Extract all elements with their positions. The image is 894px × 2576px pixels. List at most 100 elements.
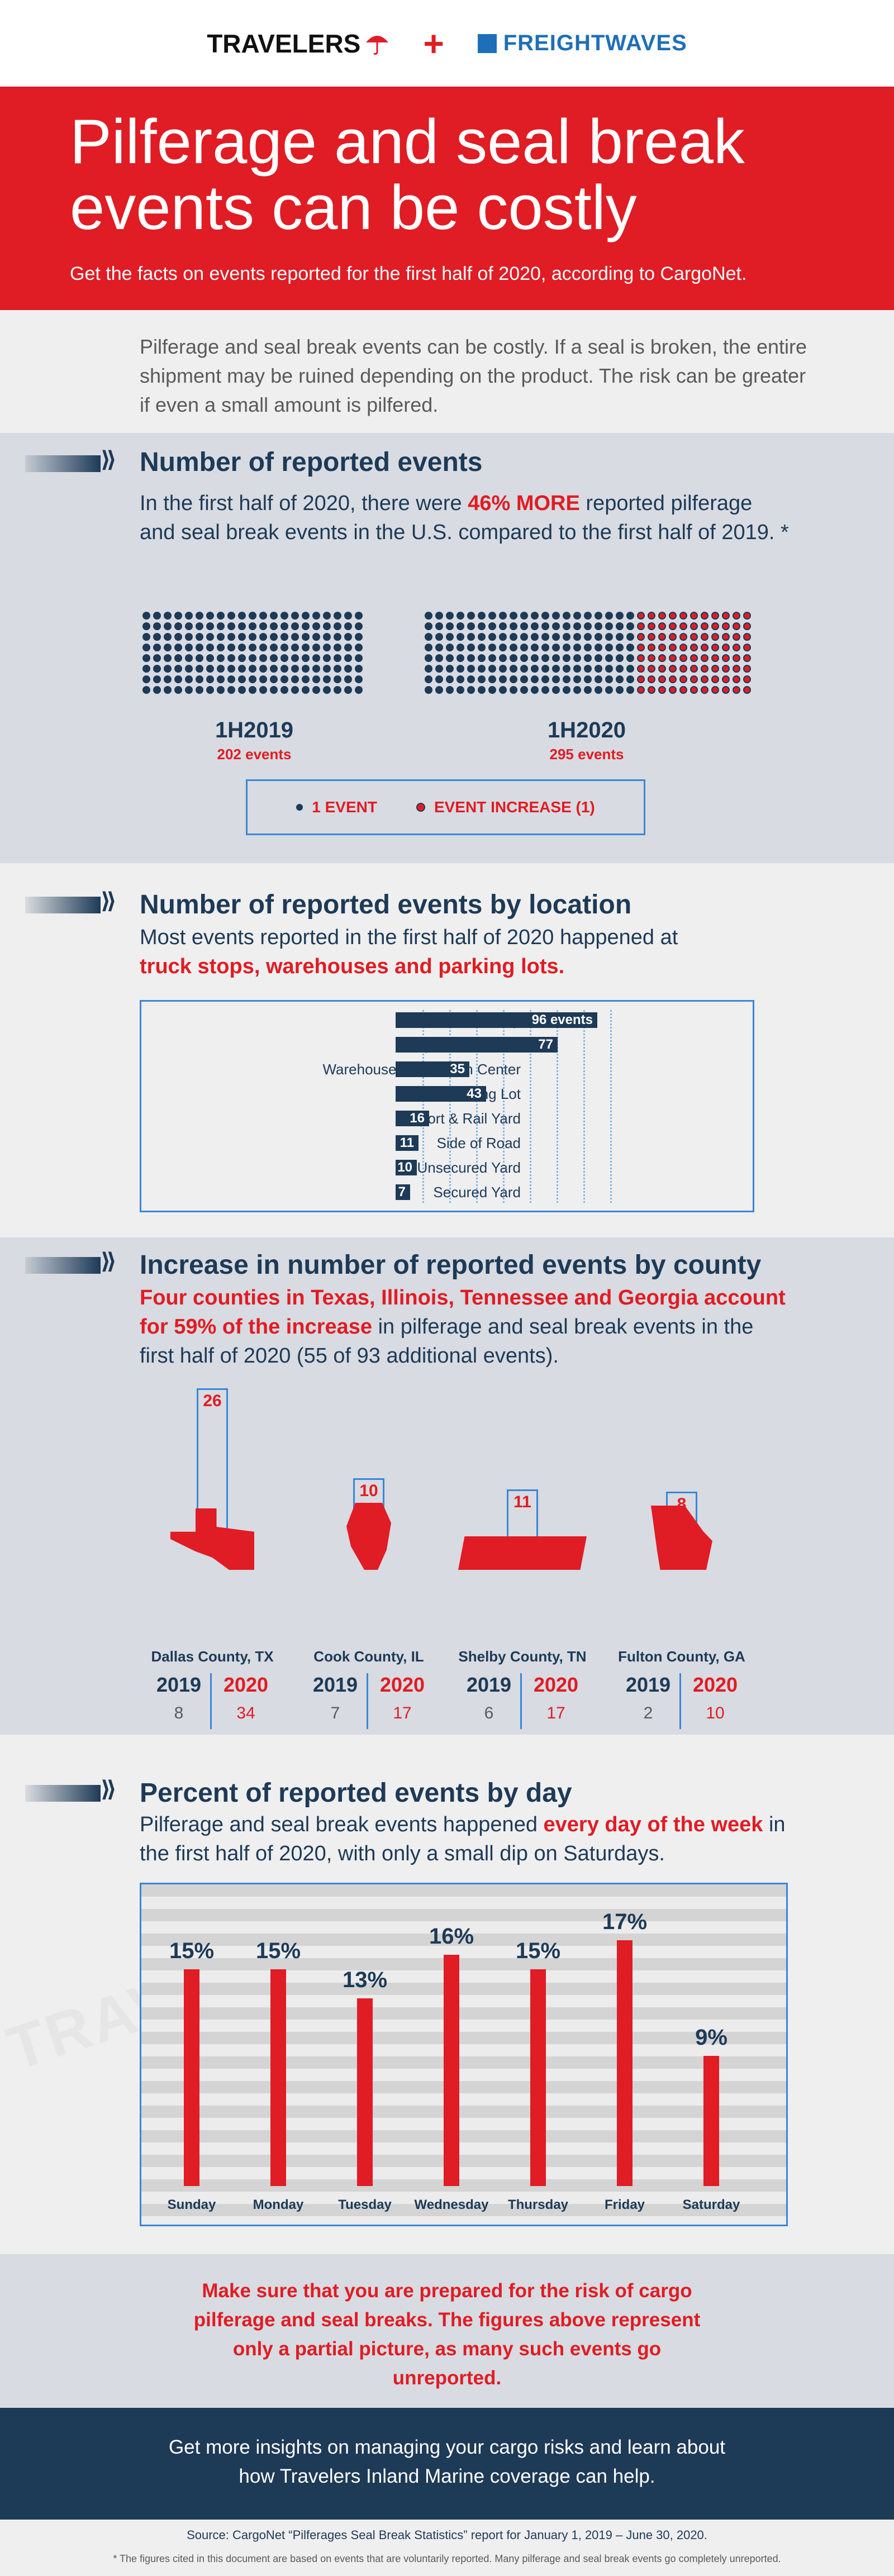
event-dot	[584, 654, 592, 662]
chevron-right-icon: ⟫	[101, 447, 117, 472]
increase-event-dot	[637, 622, 645, 630]
year-label-2020: 2020	[692, 1673, 738, 1696]
event-dot	[164, 622, 172, 630]
event-dot	[259, 665, 267, 673]
day-label: Tuesday	[338, 2197, 392, 2212]
increase-event-dot	[690, 644, 698, 651]
plus-sign: +	[423, 23, 444, 64]
increase-event-dot	[701, 622, 708, 630]
hero-subtitle: Get the facts on events reported for the…	[70, 263, 747, 284]
event-dot	[249, 686, 256, 694]
increase-event-dot	[669, 633, 677, 641]
event-dot	[153, 622, 161, 630]
event-dot	[478, 633, 486, 641]
year-label-2019: 2019	[156, 1673, 202, 1696]
event-dot	[446, 665, 454, 673]
event-dot	[259, 633, 267, 641]
day-label: Thursday	[507, 2197, 569, 2212]
section-text: Pilferage and seal break events happened…	[140, 1810, 793, 1868]
location-bar-chart: Truck stop96 eventsUnspecified/Other*77W…	[140, 1000, 754, 1212]
increase-event-dot	[658, 633, 666, 641]
event-dot	[312, 612, 320, 620]
event-dot	[499, 654, 507, 662]
event-dot	[185, 675, 193, 683]
event-dot	[446, 686, 454, 694]
event-dot	[520, 686, 528, 694]
event-dot	[344, 612, 352, 620]
event-dot	[153, 654, 161, 662]
chevron-right-icon: ⟫	[101, 1249, 117, 1274]
event-dot	[217, 633, 225, 641]
event-dot	[249, 622, 256, 630]
event-dot	[563, 686, 570, 694]
event-dot	[227, 633, 235, 641]
event-dot	[488, 675, 496, 683]
event-dot	[238, 654, 246, 662]
count-2020: 10	[706, 1704, 725, 1722]
event-dot	[280, 633, 288, 641]
event-dot	[563, 633, 570, 641]
event-dot	[323, 665, 331, 673]
event-dot	[616, 633, 624, 641]
event-dot	[227, 612, 235, 620]
event-dot	[467, 675, 475, 683]
event-dot	[595, 686, 602, 694]
dot-grid-2019	[142, 612, 363, 694]
travelers-logo: TRAVELERS	[207, 28, 389, 59]
event-dot	[238, 644, 246, 651]
event-dot	[563, 612, 570, 620]
year-label-2019: 2019	[466, 1673, 512, 1696]
increase-event-dot	[669, 644, 677, 651]
event-dot	[584, 622, 592, 630]
event-dot	[238, 622, 246, 630]
event-dot	[499, 622, 507, 630]
day-value-label: 17%	[602, 1910, 648, 1934]
increase-event-dot	[701, 675, 708, 683]
grid-line	[583, 1010, 585, 1203]
event-dot	[334, 665, 341, 673]
increase-event-dot	[658, 686, 666, 694]
event-dot	[227, 644, 235, 651]
increase-event-dot	[722, 654, 730, 662]
event-dot	[259, 675, 267, 683]
event-dot	[520, 644, 528, 651]
event-dot	[626, 686, 634, 694]
event-dot	[499, 633, 507, 641]
event-dot	[488, 665, 496, 673]
event-dot	[605, 622, 613, 630]
event-dot	[142, 665, 150, 673]
event-dot	[488, 686, 496, 694]
event-dot	[227, 654, 235, 662]
day-bar-chart: 15% Sunday 15% Monday 13% Tuesday 16% Wednesday…	[140, 1883, 788, 2226]
event-dot	[595, 675, 602, 683]
event-dot	[270, 612, 278, 620]
event-dot	[435, 612, 443, 620]
event-dot	[456, 612, 464, 620]
event-dot	[217, 644, 225, 651]
footer-banner: Get more insights on managing your cargo…	[0, 2408, 894, 2520]
event-dot	[541, 675, 549, 683]
event-dot	[552, 686, 560, 694]
event-dot	[344, 665, 352, 673]
location-bar: 10	[396, 1160, 417, 1175]
event-dot	[499, 665, 507, 673]
event-dot	[291, 665, 299, 673]
event-dot	[238, 612, 246, 620]
fineprint-note: * The figures cited in this document are…	[113, 2553, 781, 2564]
travelers-wordmark: TRAVELERS	[207, 28, 361, 58]
event-dot	[249, 644, 256, 651]
event-dot	[425, 686, 432, 694]
highlight-text: Four counties in Texas, Illinois, Tennes…	[140, 1286, 786, 1339]
event-dot	[291, 686, 299, 694]
event-dot	[164, 633, 172, 641]
event-dot	[478, 644, 486, 651]
event-dot	[510, 633, 517, 641]
event-dot	[302, 644, 310, 651]
event-dot	[291, 612, 299, 620]
legend-item: EVENT INCREASE (1)	[416, 798, 595, 816]
text-part: in the first half of 2020, with only a s…	[140, 1813, 786, 1865]
freightwaves-wordmark: FREIGHTWAVES	[503, 31, 687, 55]
event-dot	[467, 612, 475, 620]
umbrella-icon	[366, 35, 389, 55]
event-dot	[196, 654, 203, 662]
